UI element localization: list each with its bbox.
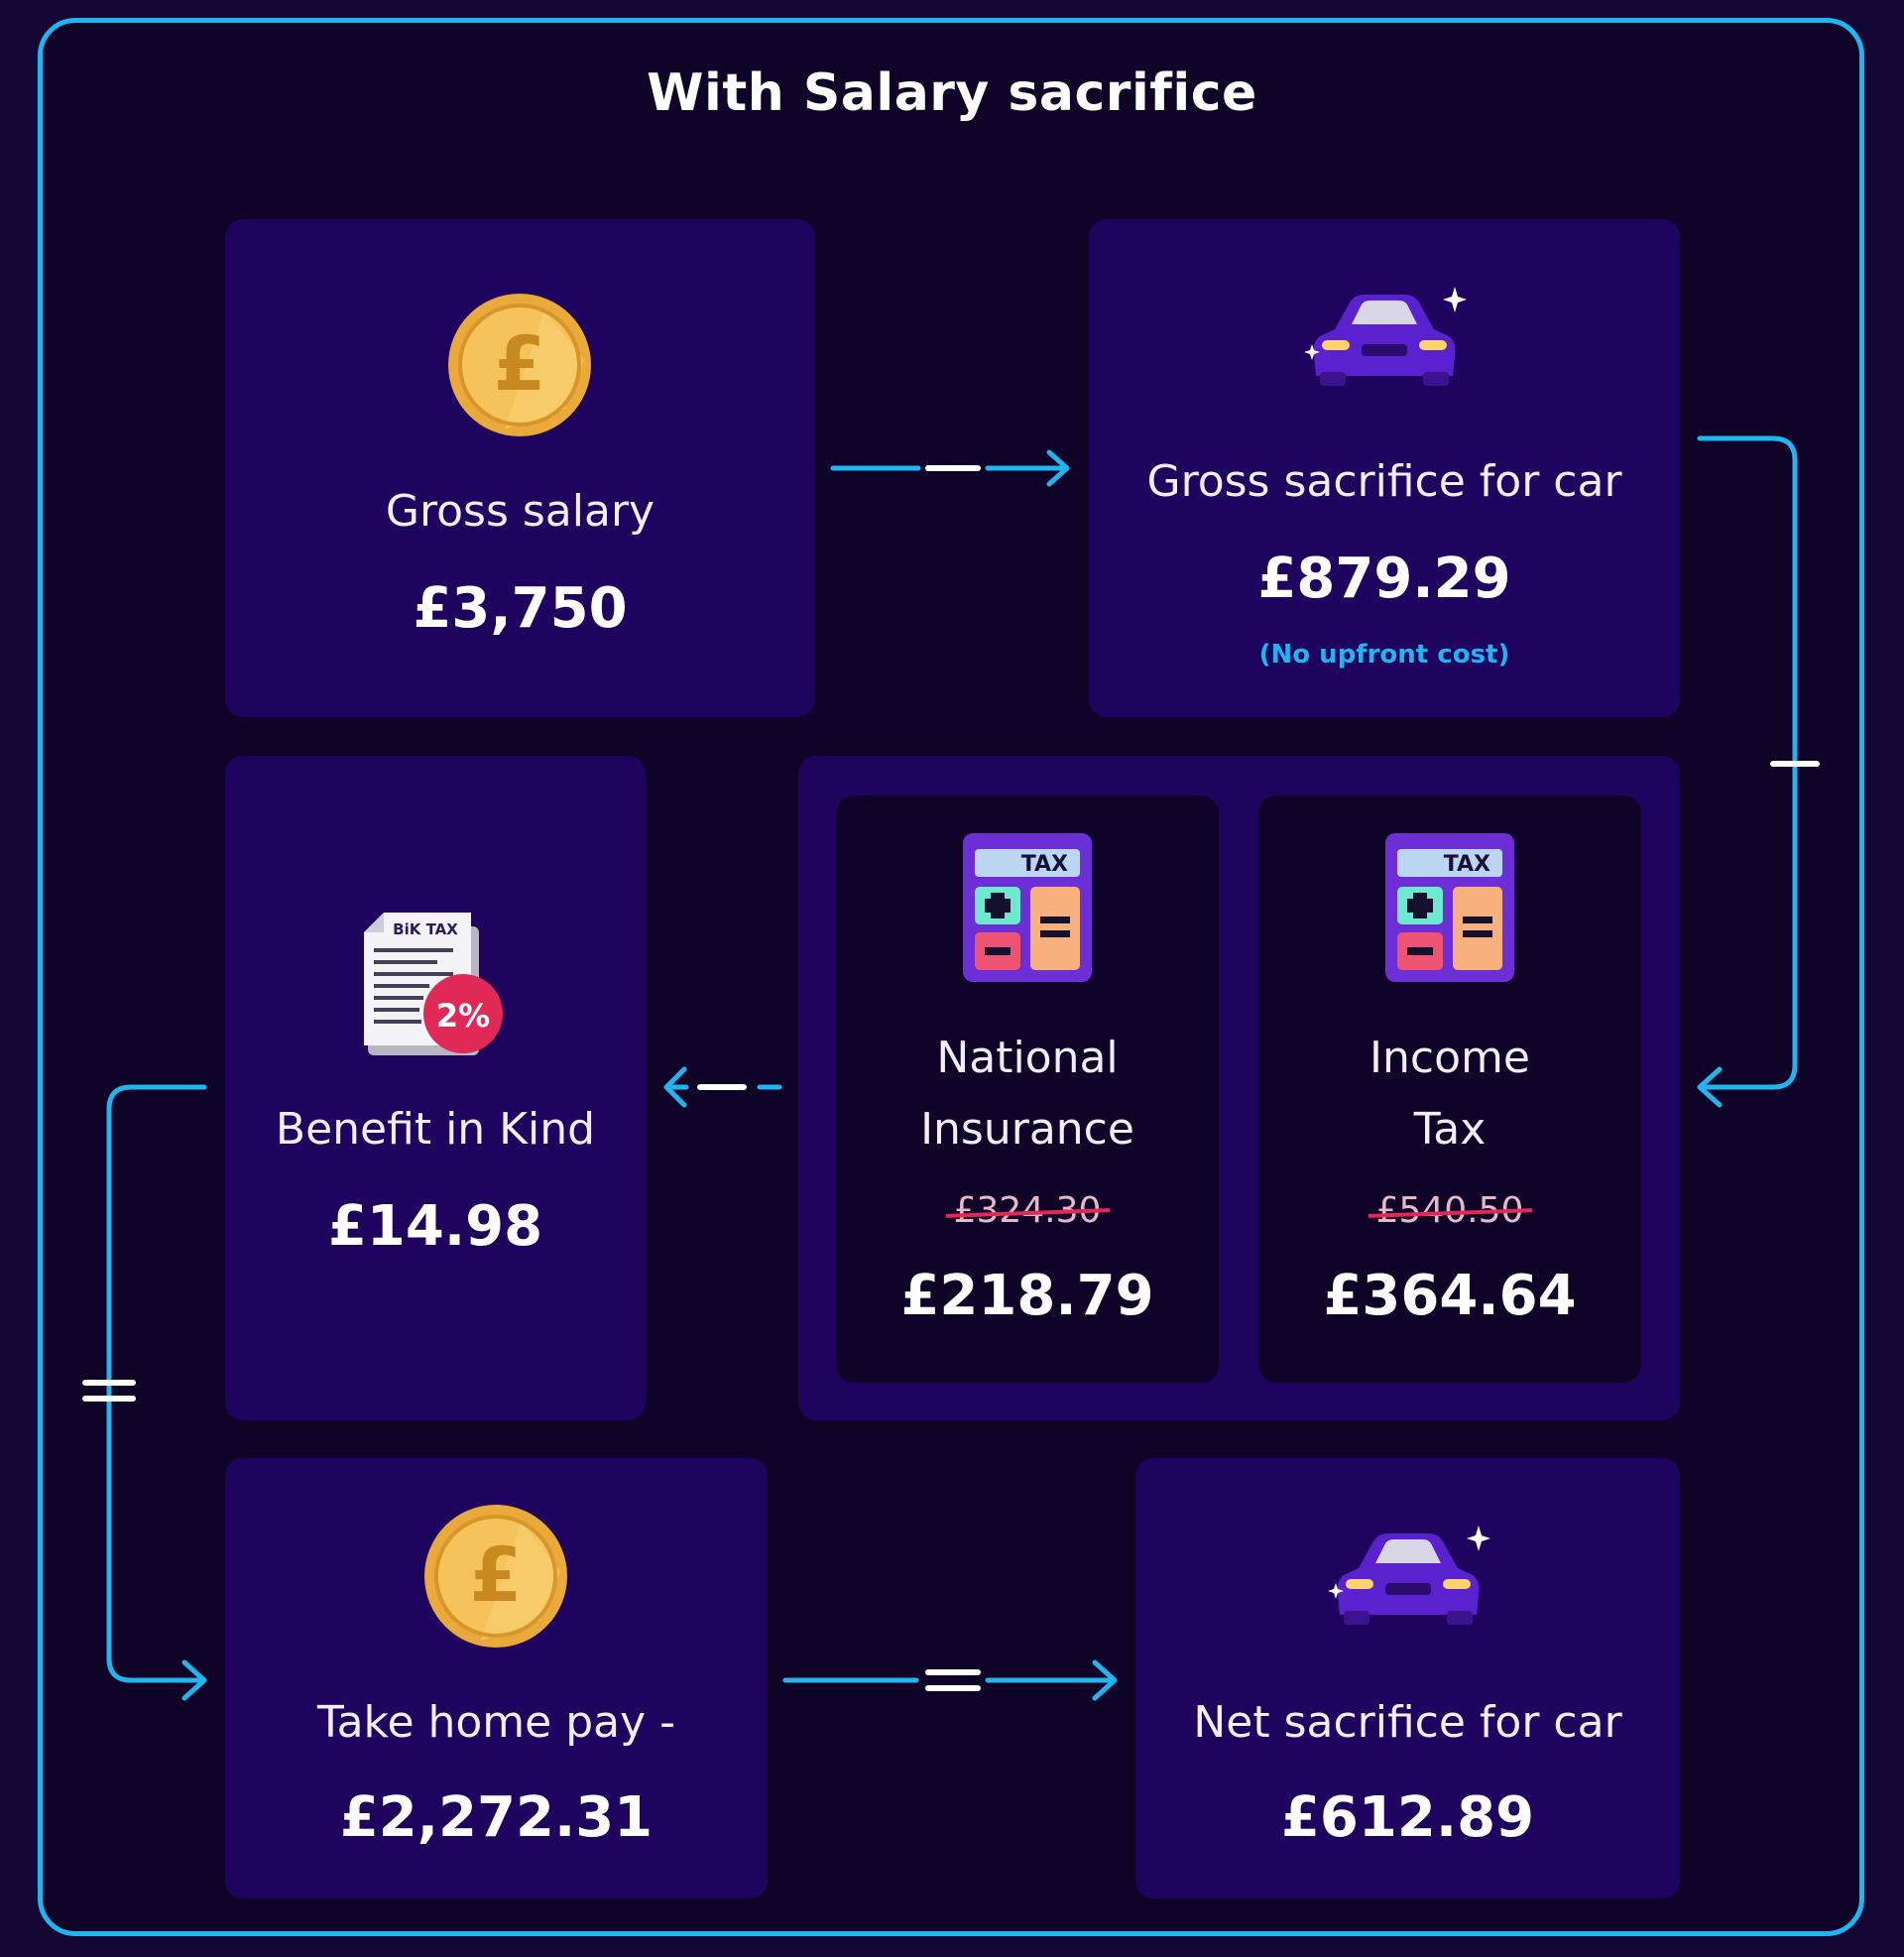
bik-tax-text: BiK TAX [393, 920, 458, 938]
income-tax-old-value: £540.50 [1375, 1190, 1524, 1231]
net-sacrifice-label: Net sacrifice for car [1193, 1697, 1622, 1748]
bik-tax-document-icon: BiK TAX 2% [364, 913, 503, 1055]
national-insurance-label-1: National [936, 1033, 1119, 1083]
gross-sacrifice-label: Gross sacrifice for car [1146, 456, 1622, 507]
car-icon [1328, 1526, 1490, 1625]
benefit-in-kind-card: BiK TAX 2% Benefit in Kind £14.98 [225, 756, 646, 1420]
svg-text:£: £ [470, 1530, 523, 1619]
take-home-pay-label: Take home pay - [316, 1697, 676, 1748]
income-tax-label-1: Income [1369, 1033, 1530, 1083]
tax-label-text: TAX [1021, 852, 1068, 877]
tax-group-panel: TAX National Insurance £324.30 £218.79 T… [798, 756, 1680, 1420]
arrow-gross-to-sacrifice [830, 449, 1070, 487]
national-insurance-old-value: £324.30 [953, 1190, 1102, 1231]
gross-sacrifice-card: Gross sacrifice for car £879.29 (No upfr… [1089, 219, 1680, 717]
no-upfront-cost-note: (No upfront cost) [1258, 640, 1510, 670]
income-tax-label-2: Tax [1413, 1104, 1487, 1155]
benefit-in-kind-label: Benefit in Kind [275, 1104, 596, 1155]
arrow-taxes-to-bik [663, 1066, 782, 1108]
arrow-bik-to-takehome [106, 1084, 207, 1701]
national-insurance-label-2: Insurance [920, 1104, 1134, 1155]
income-tax-card: TAX Income Tax £540.50 £364.64 [1258, 795, 1641, 1383]
bik-badge-text: 2% [436, 997, 490, 1035]
net-sacrifice-card: Net sacrifice for car £612.89 [1135, 1458, 1680, 1898]
gross-sacrifice-value: £879.29 [1257, 547, 1511, 611]
take-home-pay-value: £2,272.31 [339, 1785, 654, 1850]
national-insurance-card: TAX National Insurance £324.30 £218.79 [836, 795, 1219, 1383]
svg-text:£: £ [494, 319, 546, 408]
pound-coin-icon: £ [424, 1505, 567, 1648]
gross-salary-value: £3,750 [413, 576, 628, 641]
take-home-pay-card: £ Take home pay - £2,272.31 [225, 1458, 768, 1898]
tax-label-text: TAX [1444, 852, 1490, 877]
arrow-sacrifice-to-taxes [1697, 435, 1798, 1108]
national-insurance-value: £218.79 [900, 1264, 1154, 1328]
income-tax-value: £364.64 [1323, 1264, 1577, 1328]
page-title: With Salary sacrifice [647, 63, 1257, 123]
gross-salary-card: £ Gross salary £3,750 [225, 219, 815, 717]
tax-calculator-icon: TAX [1385, 833, 1514, 982]
arrow-takehome-to-net [782, 1659, 1118, 1701]
pound-coin-icon: £ [448, 294, 591, 436]
gross-salary-label: Gross salary [385, 486, 655, 537]
tax-calculator-icon: TAX [963, 833, 1092, 982]
net-sacrifice-value: £612.89 [1280, 1785, 1535, 1850]
car-icon [1304, 287, 1467, 386]
benefit-in-kind-value: £14.98 [327, 1194, 543, 1259]
